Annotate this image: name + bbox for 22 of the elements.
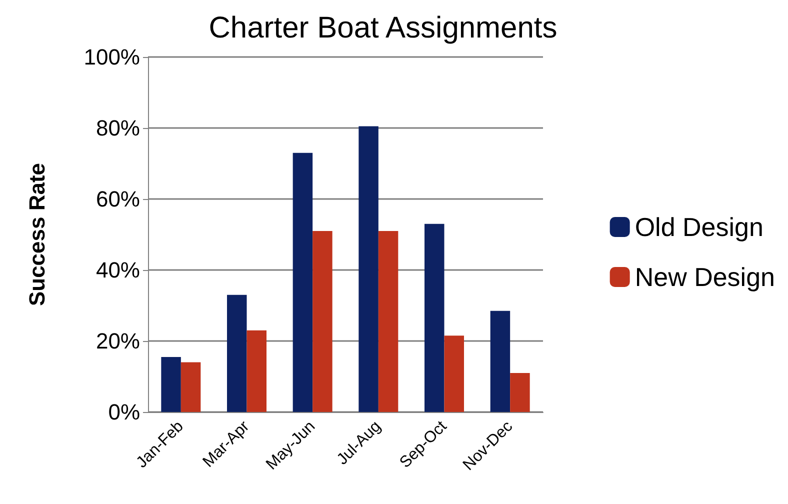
- bar: [180, 362, 201, 412]
- y-axis-title: Success Rate: [24, 162, 50, 306]
- bar: [444, 336, 464, 412]
- y-tick-label: 60%: [96, 186, 140, 212]
- bar: [292, 152, 313, 412]
- legend-label: Old Design: [634, 212, 764, 242]
- bar: [227, 294, 247, 412]
- chart-title: Charter Boat Assignments: [208, 12, 558, 44]
- y-tick-label: 0%: [108, 400, 140, 424]
- y-tick-label: 100%: [84, 44, 140, 70]
- y-tick-label: 20%: [96, 328, 140, 354]
- bar: [378, 230, 398, 412]
- bar: [490, 310, 510, 412]
- y-tick-label: 40%: [96, 258, 140, 282]
- y-tick-label: 80%: [96, 116, 140, 140]
- bar: [358, 126, 378, 412]
- bar: [161, 356, 181, 412]
- bar: [510, 372, 530, 412]
- bar: [424, 224, 444, 412]
- bar: [246, 330, 266, 412]
- legend-label: New Design: [634, 262, 776, 292]
- bar: [312, 230, 332, 412]
